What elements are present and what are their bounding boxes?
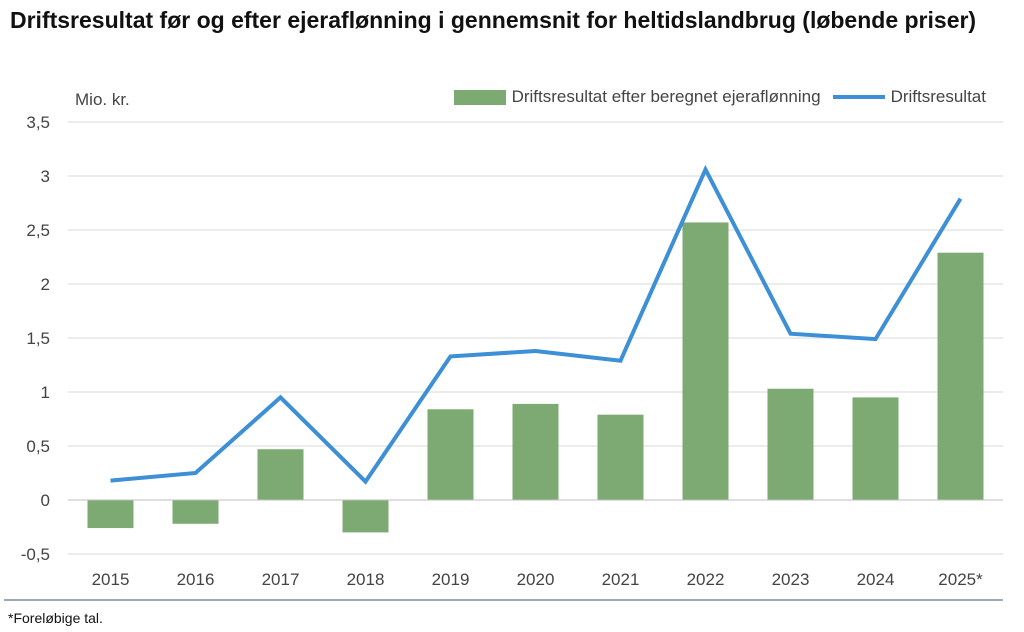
- legend-label-line: Driftsresultat: [890, 87, 986, 106]
- bar: [597, 414, 644, 500]
- bar: [512, 403, 559, 500]
- y-tick-label: 2,5: [26, 221, 50, 240]
- x-tick-label: 2023: [772, 570, 810, 589]
- y-tick-label: 3,5: [26, 113, 50, 132]
- y-tick-label: 2: [41, 275, 50, 294]
- legend-label-bar: Driftsresultat efter beregnet ejeraflønn…: [511, 87, 821, 106]
- y-tick-label: 1,5: [26, 329, 50, 348]
- chart-title: Driftsresultat før og efter ejeraflønnin…: [10, 7, 977, 33]
- bar: [87, 500, 134, 529]
- y-tick-label: -0,5: [21, 545, 50, 564]
- bar: [427, 409, 474, 500]
- x-tick-label: 2017: [262, 570, 300, 589]
- x-tick-label: 2024: [857, 570, 895, 589]
- y-axis-unit-label: Mio. kr.: [75, 90, 130, 109]
- x-tick-label: 2025*: [938, 570, 983, 589]
- legend-item-line: Driftsresultat: [832, 87, 986, 107]
- bar: [852, 397, 899, 500]
- legend-item-bar: Driftsresultat efter beregnet ejeraflønn…: [453, 87, 821, 107]
- bar: [767, 388, 814, 500]
- chart-legend: Driftsresultat efter beregnet ejeraflønn…: [453, 87, 986, 107]
- y-tick-label: 3: [41, 167, 50, 186]
- bar: [257, 449, 304, 500]
- legend-swatch-line: [832, 95, 885, 99]
- x-tick-label: 2015: [92, 570, 130, 589]
- legend-swatch-bar: [453, 89, 506, 105]
- bar: [342, 500, 389, 533]
- x-tick-label: 2022: [687, 570, 725, 589]
- footnote: *Foreløbige tal.: [8, 610, 103, 626]
- bar: [682, 222, 729, 500]
- y-tick-label: 1: [41, 383, 50, 402]
- x-tick-label: 2016: [177, 570, 215, 589]
- x-tick-label: 2021: [602, 570, 640, 589]
- x-tick-label: 2019: [432, 570, 470, 589]
- x-tick-label: 2018: [347, 570, 385, 589]
- y-tick-label: 0,5: [26, 437, 50, 456]
- bar: [937, 252, 984, 500]
- bar: [172, 500, 219, 524]
- y-tick-label: 0: [41, 491, 50, 510]
- x-tick-label: 2020: [517, 570, 555, 589]
- series-line: [110, 164, 963, 485]
